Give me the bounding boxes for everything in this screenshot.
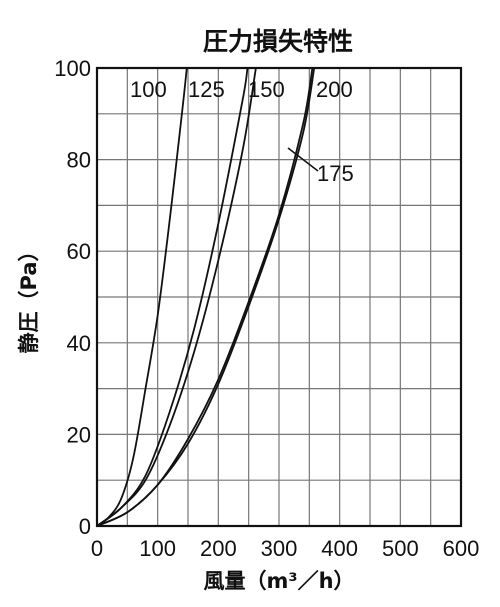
series-label-125: 125 — [188, 77, 225, 102]
series-label-leader-175 — [287, 147, 319, 172]
series-labels: 100 125 150 175 200 — [130, 77, 354, 186]
series-label-175: 175 — [317, 161, 354, 186]
x-tick-label: 500 — [382, 536, 419, 561]
series-label-150: 150 — [248, 77, 285, 102]
series-line-150 — [96, 67, 257, 527]
tick-labels: 0 100 200 300 400 500 600 0 20 40 60 80 100 — [54, 56, 479, 561]
plot-frame — [95, 66, 463, 528]
x-tick-label: 200 — [200, 536, 237, 561]
x-tick-label: 400 — [321, 536, 358, 561]
y-axis-label: 静圧（Pa） — [17, 241, 41, 354]
x-tick-label: 300 — [261, 536, 298, 561]
y-tick-label: 60 — [67, 239, 91, 264]
series-line-200 — [96, 67, 316, 527]
y-tick-label: 0 — [79, 514, 91, 539]
y-tick-label: 100 — [54, 56, 91, 81]
y-tick-label: 40 — [67, 331, 91, 356]
series-line-100 — [96, 67, 188, 527]
y-tick-label: 80 — [67, 148, 91, 173]
series-lines — [96, 67, 316, 527]
chart-title: 圧力損失特性 — [203, 27, 353, 56]
x-tick-label: 100 — [139, 536, 176, 561]
x-tick-label: 0 — [91, 536, 103, 561]
x-tick-label: 600 — [443, 536, 480, 561]
grid — [97, 68, 461, 526]
y-tick-label: 20 — [67, 422, 91, 447]
x-axis-label: 風量（m³／h） — [203, 569, 354, 593]
series-label-100: 100 — [130, 77, 167, 102]
series-label-200: 200 — [316, 77, 353, 102]
